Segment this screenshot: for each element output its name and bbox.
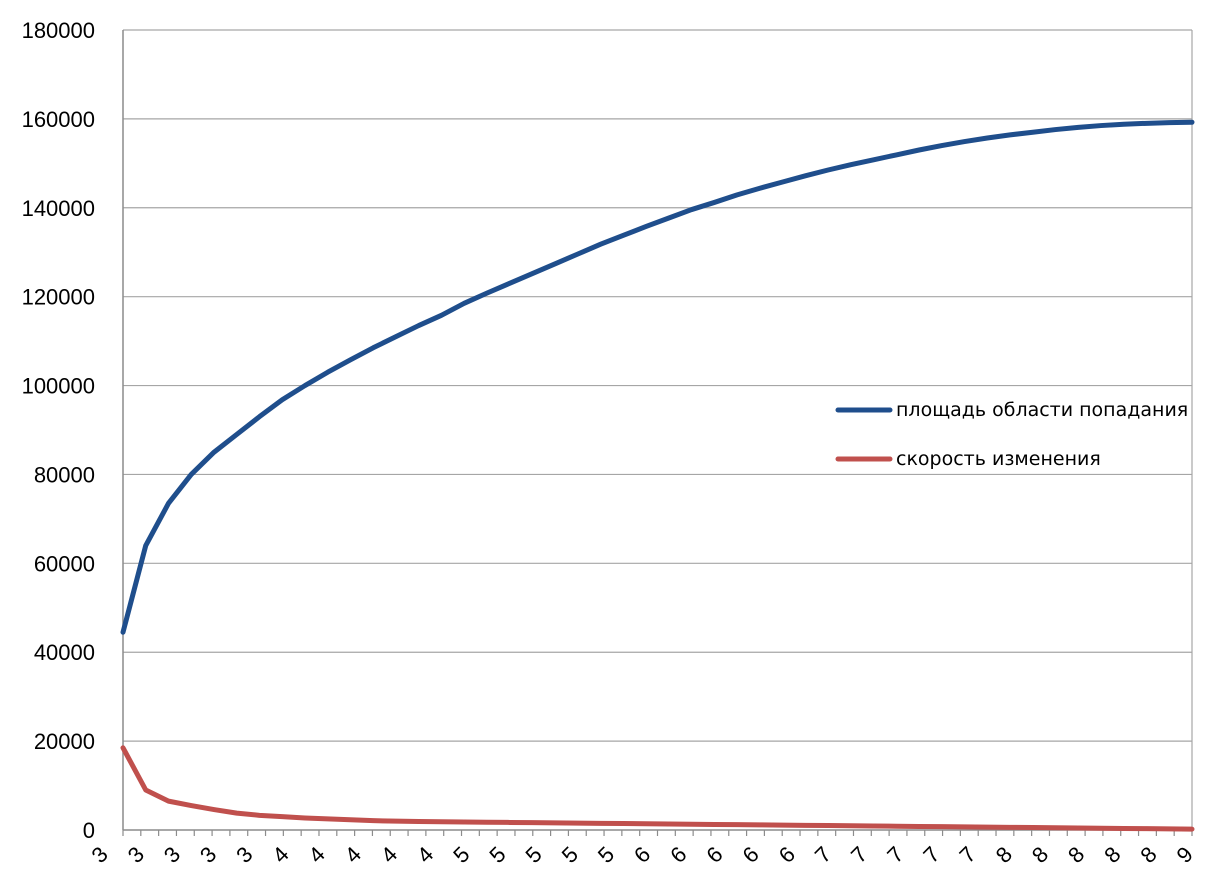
x-tick-label: 3 bbox=[87, 842, 113, 868]
legend-label: скорость изменения bbox=[896, 448, 1101, 470]
x-tick-label: 5 bbox=[593, 842, 619, 868]
x-tick-label: 5 bbox=[521, 842, 547, 868]
y-tick-label: 20000 bbox=[34, 729, 95, 754]
x-tick-label: 8 bbox=[1135, 842, 1161, 868]
x-tick-label: 5 bbox=[557, 842, 583, 868]
x-tick-label: 4 bbox=[267, 842, 293, 868]
x-tick-label: 6 bbox=[774, 842, 800, 868]
x-tick-label: 9 bbox=[1172, 842, 1198, 868]
x-tick-label: 8 bbox=[1027, 842, 1053, 868]
x-tick-label: 7 bbox=[846, 842, 872, 868]
legend: площадь области попадания скорость измене… bbox=[835, 399, 1188, 470]
axes bbox=[122, 30, 1193, 831]
y-tick-label: 140000 bbox=[22, 196, 95, 221]
x-tick-label: 4 bbox=[376, 842, 402, 868]
y-tick-label: 0 bbox=[83, 818, 95, 843]
x-tick-label: 3 bbox=[123, 842, 149, 868]
x-tick-label: 6 bbox=[738, 842, 764, 868]
y-axis-ticks: 0 20000 40000 60000 80000 100000 120000 140000 1… bbox=[22, 18, 95, 843]
x-tick-label: 8 bbox=[991, 842, 1017, 868]
series-line bbox=[120, 119, 1195, 635]
series-layer bbox=[120, 119, 1195, 832]
y-tick-label: 120000 bbox=[22, 285, 95, 310]
series-line bbox=[120, 745, 1195, 832]
x-tick-label: 4 bbox=[304, 842, 330, 868]
x-tick-label: 6 bbox=[665, 842, 691, 868]
x-tick-label: 7 bbox=[918, 842, 944, 868]
x-tick-label: 7 bbox=[955, 842, 981, 868]
x-tick-label: 6 bbox=[701, 842, 727, 868]
y-tick-label: 100000 bbox=[22, 374, 95, 399]
x-tick-label: 7 bbox=[882, 842, 908, 868]
y-tick-label: 40000 bbox=[34, 640, 95, 665]
x-tick-label: 3 bbox=[231, 842, 257, 868]
x-tick-label: 8 bbox=[1099, 842, 1125, 868]
legend-label: площадь области попадания bbox=[896, 399, 1188, 421]
x-tick-label: 8 bbox=[1063, 842, 1089, 868]
y-tick-label: 180000 bbox=[22, 18, 95, 43]
grid-lines bbox=[123, 29, 1192, 742]
x-tick-label: 4 bbox=[412, 842, 438, 868]
y-tick-label: 160000 bbox=[22, 107, 95, 132]
y-tick-label: 80000 bbox=[34, 462, 95, 487]
x-tick-label: 3 bbox=[195, 842, 221, 868]
y-tick-label: 60000 bbox=[34, 551, 95, 576]
x-tick-label: 5 bbox=[448, 842, 474, 868]
x-tick-label: 6 bbox=[629, 842, 655, 868]
x-tick-label: 3 bbox=[159, 842, 185, 868]
x-tick-label: 4 bbox=[340, 842, 366, 868]
x-tick-label: 7 bbox=[810, 842, 836, 868]
x-tick-label: 5 bbox=[484, 842, 510, 868]
